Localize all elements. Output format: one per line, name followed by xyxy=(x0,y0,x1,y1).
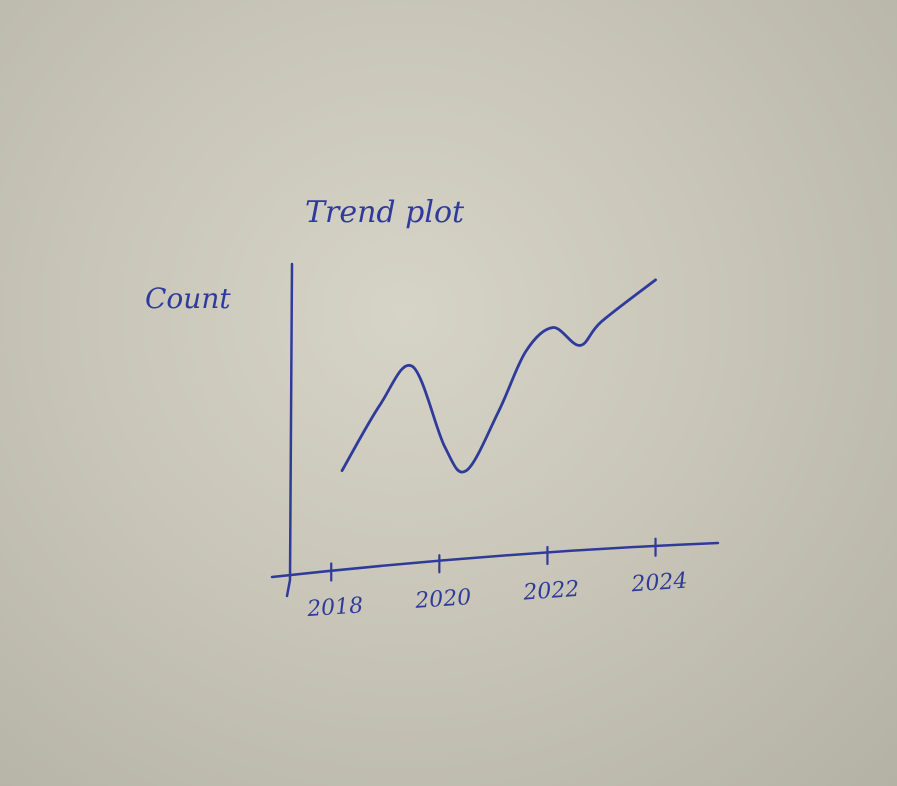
y-axis-line xyxy=(285,262,294,598)
chart-axes xyxy=(270,262,720,598)
x-axis-line xyxy=(270,541,720,579)
x-tick-label: 2022 xyxy=(522,577,581,606)
x-tick-label: 2024 xyxy=(630,569,689,598)
x-tick-label: 2018 xyxy=(305,593,364,622)
chart-title: Trend plot xyxy=(305,195,465,230)
series-line xyxy=(340,278,657,474)
chart-series xyxy=(340,278,657,474)
y-axis-label: Count xyxy=(145,282,231,315)
x-tick-label: 2020 xyxy=(413,585,472,614)
x-axis-ticks: 2018 2020 2022 2024 xyxy=(305,537,689,622)
